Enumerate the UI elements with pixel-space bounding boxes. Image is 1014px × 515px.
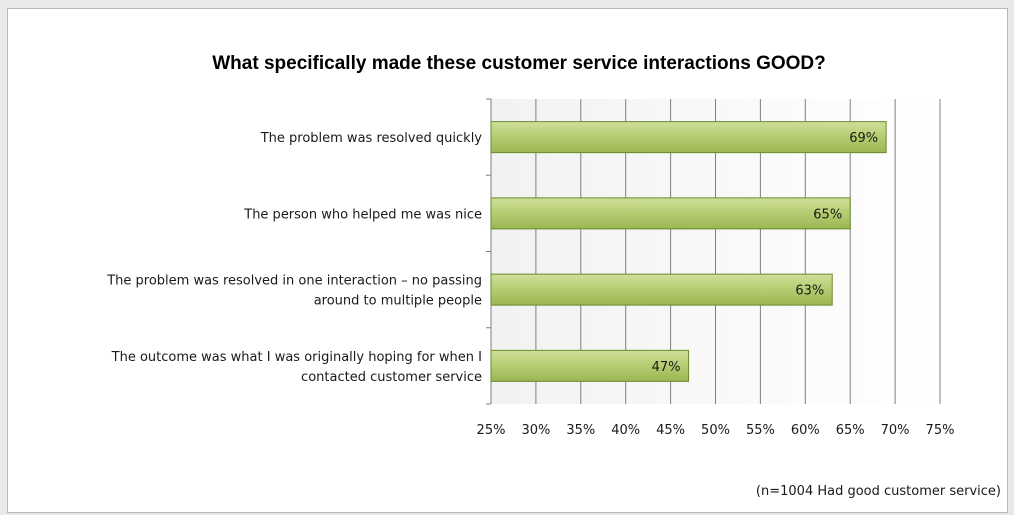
x-tick-label: 35%	[566, 423, 595, 438]
data-label: 69%	[849, 131, 878, 146]
category-label: The problem was resolved quickly	[260, 131, 483, 146]
bar-chart: What specifically made these customer se…	[106, 53, 1001, 499]
x-tick-label: 30%	[521, 423, 550, 438]
data-label: 47%	[652, 360, 681, 375]
category-label: The outcome was what I was originally ho…	[111, 350, 482, 365]
x-tick-label: 25%	[477, 423, 506, 438]
x-tick-label: 50%	[701, 423, 730, 438]
data-label: 63%	[795, 284, 824, 299]
bar	[490, 197, 851, 230]
category-label: The person who helped me was nice	[243, 207, 482, 222]
x-tick-label: 65%	[836, 423, 865, 438]
bar	[490, 273, 833, 306]
data-label: 65%	[813, 207, 842, 222]
x-tick-label: 55%	[746, 423, 775, 438]
x-tick-label: 45%	[656, 423, 685, 438]
x-tick-label: 40%	[611, 423, 640, 438]
category-label: The problem was resolved in one interact…	[106, 274, 482, 289]
x-tick-label: 70%	[881, 423, 910, 438]
x-tick-label: 75%	[926, 423, 955, 438]
sample-size-note: (n=1004 Had good customer service)	[756, 484, 1001, 499]
bar	[490, 121, 887, 154]
x-tick-label: 60%	[791, 423, 820, 438]
category-label: around to multiple people	[314, 294, 482, 309]
category-label: contacted customer service	[301, 370, 482, 385]
bar	[490, 349, 690, 382]
chart-title: What specifically made these customer se…	[212, 53, 826, 74]
chart-frame: What specifically made these customer se…	[7, 8, 1008, 513]
